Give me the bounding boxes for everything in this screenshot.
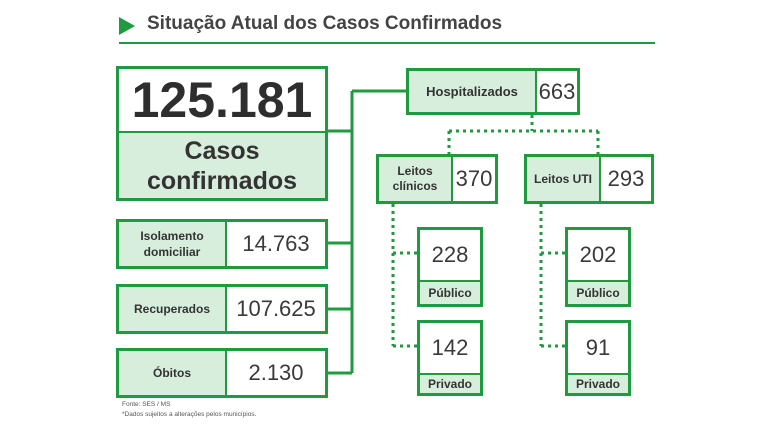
clinical-beds-value: 370	[455, 166, 493, 191]
icu-private-card: 91 Privado	[565, 320, 631, 396]
clinical-public-value: 228	[420, 230, 480, 282]
icu-beds-value: 293	[607, 166, 645, 191]
clinical-beds-label: Leitos clínicos	[379, 157, 453, 201]
isolation-value: 14.763	[242, 231, 310, 256]
isolation-card: Isolamento domiciliar 14.763	[116, 219, 328, 269]
clinical-private-label: Privado	[420, 375, 480, 393]
total-cases-card: 125.181 Casos confirmados	[116, 66, 328, 201]
hospitalized-value: 663	[538, 78, 576, 104]
icu-private-value: 91	[568, 323, 628, 375]
recovered-label: Recuperados	[119, 287, 227, 331]
icu-private-label: Privado	[568, 375, 628, 393]
deaths-label: Óbitos	[119, 351, 227, 395]
clinical-public-label: Público	[420, 282, 480, 304]
source-note: Fonte: SES / MS	[122, 401, 171, 408]
icu-beds-card: Leitos UTI 293	[524, 154, 654, 204]
clinical-private-card: 142 Privado	[417, 320, 483, 396]
icu-beds-label: Leitos UTI	[527, 157, 601, 201]
hospitalized-label: Hospitalizados	[409, 71, 537, 112]
icu-public-value: 202	[568, 230, 628, 282]
total-cases-label: Casos confirmados	[119, 133, 325, 198]
isolation-label: Isolamento domiciliar	[119, 222, 227, 266]
recovered-value: 107.625	[236, 296, 316, 321]
hospitalized-card: Hospitalizados 663	[406, 68, 580, 115]
icu-public-label: Público	[568, 282, 628, 304]
recovered-card: Recuperados 107.625	[116, 284, 328, 334]
footnote: *Dados sujeitos a alterações pelos munic…	[122, 411, 257, 418]
total-cases-value: 125.181	[119, 69, 325, 133]
icu-public-card: 202 Público	[565, 227, 631, 307]
page-title: Situação Atual dos Casos Confirmados	[147, 13, 503, 34]
clinical-private-value: 142	[420, 323, 480, 375]
deaths-value: 2.130	[248, 360, 304, 385]
deaths-card: Óbitos 2.130	[116, 348, 328, 398]
clinical-beds-card: Leitos clínicos 370	[376, 154, 498, 204]
play-triangle-icon	[119, 17, 135, 35]
clinical-public-card: 228 Público	[417, 227, 483, 307]
title-divider	[119, 42, 655, 44]
